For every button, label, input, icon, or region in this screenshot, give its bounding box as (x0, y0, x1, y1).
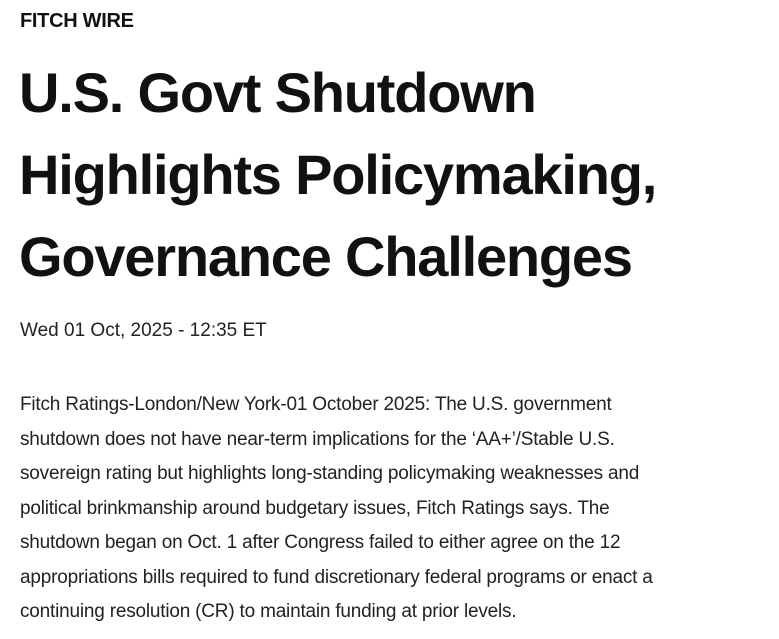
body-line: political brinkmanship around budgetary … (20, 497, 610, 519)
body-line: Fitch Ratings-London/New York-01 October… (20, 394, 612, 415)
title-line: U.S. Govt Shutdown (19, 61, 537, 124)
body-line: sovereign rating but highlights long-sta… (20, 463, 640, 484)
article-body: Fitch Ratings-London/New York-01 October… (20, 388, 653, 630)
title-line: Governance Challenges (19, 225, 633, 288)
publish-date: Wed 01 Oct, 2025 - 12:35 ET (20, 320, 267, 341)
body-line: shutdown does not have near-term implica… (20, 428, 615, 450)
title-line: Highlights Policymaking, (19, 143, 657, 206)
body-line: shutdown began on Oct. 1 after Congress … (20, 532, 621, 553)
body-line: appropriations bills required to fund di… (20, 566, 653, 588)
body-line: continuing resolution (CR) to maintain f… (20, 601, 517, 622)
article-title: U.S. Govt Shutdown Highlights Policymaki… (19, 52, 657, 298)
section-kicker: FITCH WIRE (20, 10, 134, 32)
